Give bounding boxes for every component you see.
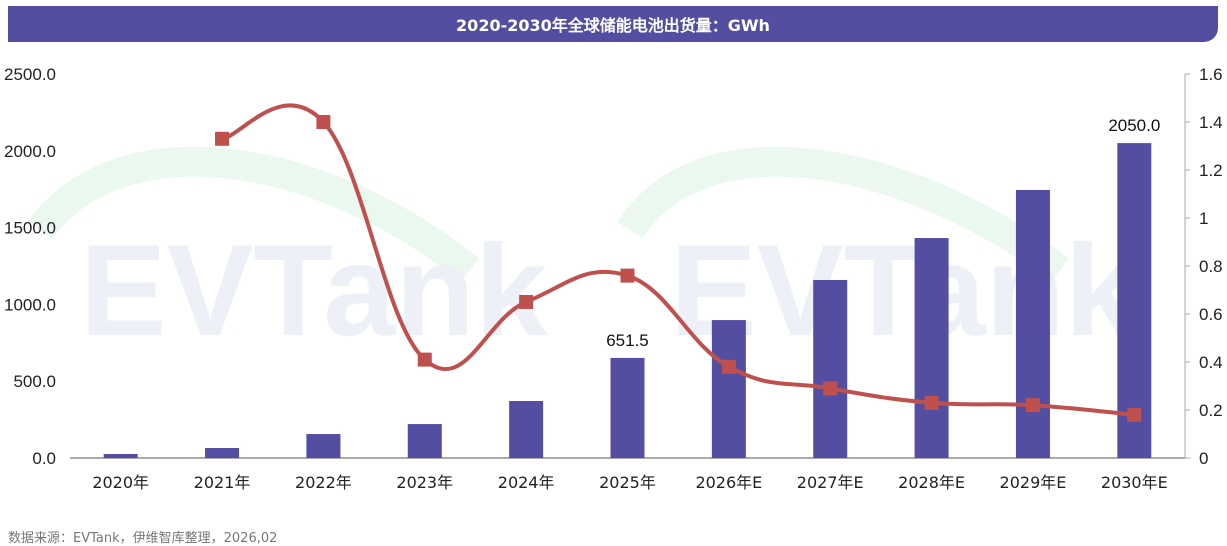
left-tick-label: 2000.0 — [4, 142, 56, 161]
right-tick-label: 1.2 — [1199, 161, 1223, 180]
bar-2021年 — [205, 448, 240, 458]
left-tick-label: 0.0 — [32, 449, 56, 468]
bar-2022年 — [306, 434, 341, 458]
x-tick-label: 2024年 — [498, 473, 555, 492]
line-marker — [721, 359, 736, 374]
source-note: 数据来源：EVTank，伊维智库整理，2026,02 — [8, 531, 278, 546]
line-marker — [316, 115, 331, 129]
x-tick-label: 2029年E — [1000, 473, 1067, 492]
svg-text:EVTank: EVTank — [670, 217, 1138, 363]
right-tick-label: 0.4 — [1199, 353, 1223, 372]
left-tick-label: 1000.0 — [4, 295, 56, 314]
x-tick-label: 2023年 — [396, 473, 453, 492]
right-tick-label: 1 — [1199, 209, 1208, 228]
line-marker — [215, 131, 230, 146]
svg-text:EVTank: EVTank — [80, 217, 548, 363]
line-marker — [417, 352, 432, 367]
bar-2024年 — [509, 401, 544, 458]
bar-2030年E — [1117, 143, 1152, 458]
right-tick-label: 1.6 — [1199, 65, 1223, 84]
left-tick-label: 500.0 — [13, 372, 56, 391]
x-tick-label: 2021年 — [194, 473, 251, 492]
right-tick-label: 0.6 — [1199, 305, 1223, 324]
right-tick-label: 0 — [1199, 449, 1208, 468]
left-tick-label: 2500.0 — [4, 65, 56, 84]
data-label: 651.5 — [606, 331, 649, 350]
line-marker — [1025, 398, 1040, 413]
bar-2028年E — [914, 238, 949, 458]
left-tick-label: 1500.0 — [4, 219, 56, 238]
right-tick-label: 1.4 — [1199, 113, 1223, 132]
x-tick-label: 2027年E — [797, 473, 864, 492]
bar-2023年 — [407, 424, 442, 458]
line-marker — [620, 268, 635, 283]
watermark-swoosh — [27, 146, 480, 282]
x-tick-label: 2026年E — [695, 473, 762, 492]
x-tick-label: 2025年 — [599, 473, 656, 492]
line-marker — [519, 295, 534, 309]
chart-title: 2020-2030年全球储能电池出货量：GWh — [8, 6, 1218, 42]
right-tick-label: 0.8 — [1199, 257, 1223, 276]
x-tick-label: 2020年 — [92, 473, 149, 492]
line-series — [221, 103, 1135, 417]
x-tick-label: 2030年E — [1101, 473, 1168, 492]
bar-2026年E — [711, 320, 746, 458]
bar-2027年E — [813, 279, 848, 458]
data-label: 2050.0 — [1108, 116, 1160, 135]
bar-2025年 — [610, 357, 645, 458]
right-tick-label: 0.2 — [1199, 401, 1223, 420]
bar-2029年E — [1015, 189, 1050, 458]
watermark-swoosh — [617, 146, 1069, 283]
x-tick-label: 2022年 — [295, 473, 352, 492]
x-tick-label: 2028年E — [898, 473, 965, 492]
line-marker — [1127, 407, 1142, 422]
watermark: EVTank EVTank — [27, 146, 1138, 363]
bar-2020年 — [103, 454, 138, 458]
line-marker — [924, 395, 939, 410]
line-marker — [823, 381, 838, 396]
